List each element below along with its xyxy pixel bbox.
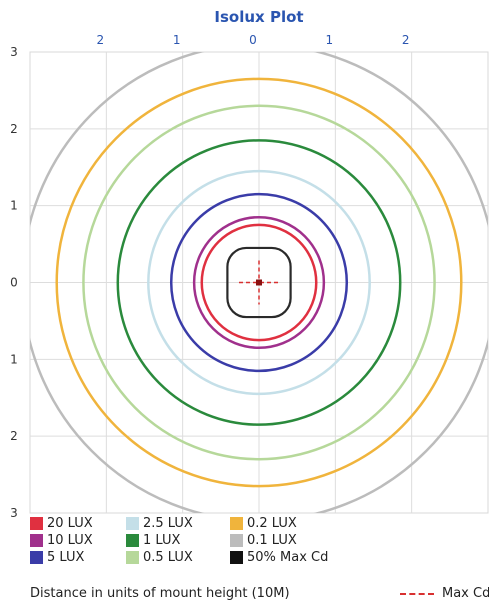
contour-50pct-max-cd — [226, 246, 292, 319]
legend-item-50pct-max-cd: 50% Max Cd — [230, 550, 328, 565]
chart-title: Isolux Plot — [214, 8, 303, 26]
legend-swatch — [230, 534, 243, 547]
y-tick-label: 3 — [10, 506, 18, 520]
legend-swatch — [126, 517, 139, 530]
legend-item-2-5-lux: 2.5 LUX — [126, 516, 193, 531]
y-tick-label: 2 — [10, 122, 18, 136]
legend-swatch — [126, 551, 139, 564]
contour-0-5-lux — [82, 104, 436, 461]
legend-item-20-lux: 20 LUX — [30, 516, 93, 531]
y-tick-label: 1 — [10, 199, 18, 213]
max-cd-point — [256, 279, 262, 286]
legend-label: 5 LUX — [47, 550, 85, 565]
legend-label: 0.2 LUX — [247, 516, 297, 531]
legend-max-cd-label: Max Cd — [442, 586, 489, 601]
legend-item-max-cd: Max Cd — [400, 586, 489, 601]
legend-label: 1 LUX — [143, 533, 181, 548]
contour-1-lux — [116, 139, 402, 426]
y-tick-label: 2 — [10, 429, 18, 443]
x-tick-label: 2 — [402, 33, 410, 47]
legend-label: 0.5 LUX — [143, 550, 193, 565]
x-tick-label: 0 — [249, 33, 257, 47]
contour-20-lux — [200, 223, 318, 342]
contour-0-2-lux — [55, 77, 463, 488]
legend-swatch — [230, 517, 243, 530]
contour-5-lux — [169, 192, 349, 373]
legend-swatch — [230, 551, 243, 564]
legend-label: 20 LUX — [47, 516, 93, 531]
legend-swatch — [30, 534, 43, 547]
legend-item-0-2-lux: 0.2 LUX — [230, 516, 297, 531]
x-tick-label: 1 — [326, 33, 334, 47]
contour-2-5-lux — [147, 169, 371, 396]
legend-item-1-lux: 1 LUX — [126, 533, 180, 548]
legend-label: 50% Max Cd — [247, 550, 329, 565]
y-tick-label: 0 — [10, 276, 18, 290]
legend-item-0-5-lux: 0.5 LUX — [126, 550, 193, 565]
x-tick-label: 1 — [173, 33, 181, 47]
legend-swatch — [126, 534, 139, 547]
legend-label: 0.1 LUX — [247, 533, 297, 548]
legend-swatch — [30, 551, 43, 564]
legend-item-10-lux: 10 LUX — [30, 533, 93, 548]
contour-group — [30, 52, 488, 513]
isolux-plot: Isolux Plot 2 1 0 1 2 3 2 1 0 1 2 3 — [10, 8, 489, 520]
chart-legend: 20 LUX 2.5 LUX 0.2 LUX 10 LUX 1 LUX 0.1 LUX 5 … — [30, 516, 489, 605]
y-tick-label: 3 — [10, 45, 18, 59]
legend-item-0-1-lux: 0.1 LUX — [230, 533, 297, 548]
contour-10-lux — [192, 215, 326, 350]
legend-axis-description: Distance in units of mount height (10M) — [30, 586, 290, 601]
legend-label: 10 LUX — [47, 533, 93, 548]
legend-label: 2.5 LUX — [143, 516, 193, 531]
legend-item-5-lux: 5 LUX — [30, 550, 84, 565]
x-tick-label: 2 — [97, 33, 105, 47]
max-cd-dash-swatch — [400, 592, 434, 595]
y-tick-label: 1 — [10, 352, 18, 366]
legend-swatch — [30, 517, 43, 530]
